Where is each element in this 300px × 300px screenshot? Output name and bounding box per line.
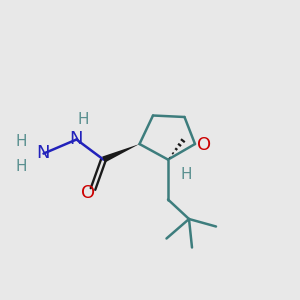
Text: H: H <box>16 134 27 149</box>
Text: N: N <box>69 130 82 148</box>
Polygon shape <box>102 144 140 163</box>
Text: O: O <box>197 136 212 154</box>
Text: H: H <box>181 167 192 182</box>
Text: O: O <box>81 184 96 202</box>
Text: H: H <box>78 112 89 127</box>
Text: N: N <box>36 144 49 162</box>
Text: H: H <box>16 159 27 174</box>
